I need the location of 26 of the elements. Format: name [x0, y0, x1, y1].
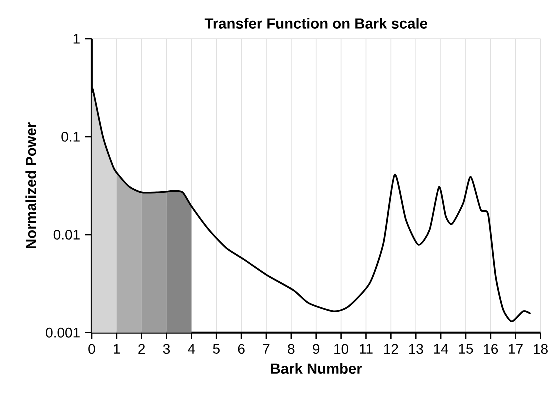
x-tick-label: 3 [163, 344, 170, 354]
x-tick-label: 10 [334, 344, 349, 354]
x-tick-label: 8 [288, 344, 295, 354]
y-tick-label: 0.01 [54, 230, 80, 240]
y-tick-label: 1 [74, 34, 80, 44]
x-tick-label: 15 [459, 344, 474, 354]
x-tick-label: 16 [484, 344, 498, 354]
y-tick-label: 0.001 [46, 328, 80, 338]
x-tick-label: 17 [509, 344, 523, 354]
x-tick-label: 12 [384, 344, 398, 354]
x-tick-label: 0 [88, 344, 96, 354]
x-axis-title: Bark Number [271, 363, 362, 374]
y-axis-title: Normalized Power [26, 122, 36, 249]
x-tick-label: 2 [138, 344, 146, 354]
x-tick-label: 9 [313, 344, 320, 354]
x-tick-label: 7 [263, 344, 270, 354]
x-tick-label: 18 [534, 344, 548, 354]
x-tick-label: 13 [409, 344, 424, 354]
x-tick-label: 11 [360, 344, 373, 354]
y-tick-label: 0.1 [62, 132, 80, 142]
chart-title: Transfer Function on Bark scale [204, 18, 428, 30]
x-tick-label: 1 [114, 344, 120, 354]
x-tick-label: 5 [213, 344, 220, 354]
x-tick-label: 6 [238, 344, 245, 354]
x-tick-label: 4 [188, 344, 196, 354]
x-tick-label: 14 [434, 344, 448, 354]
